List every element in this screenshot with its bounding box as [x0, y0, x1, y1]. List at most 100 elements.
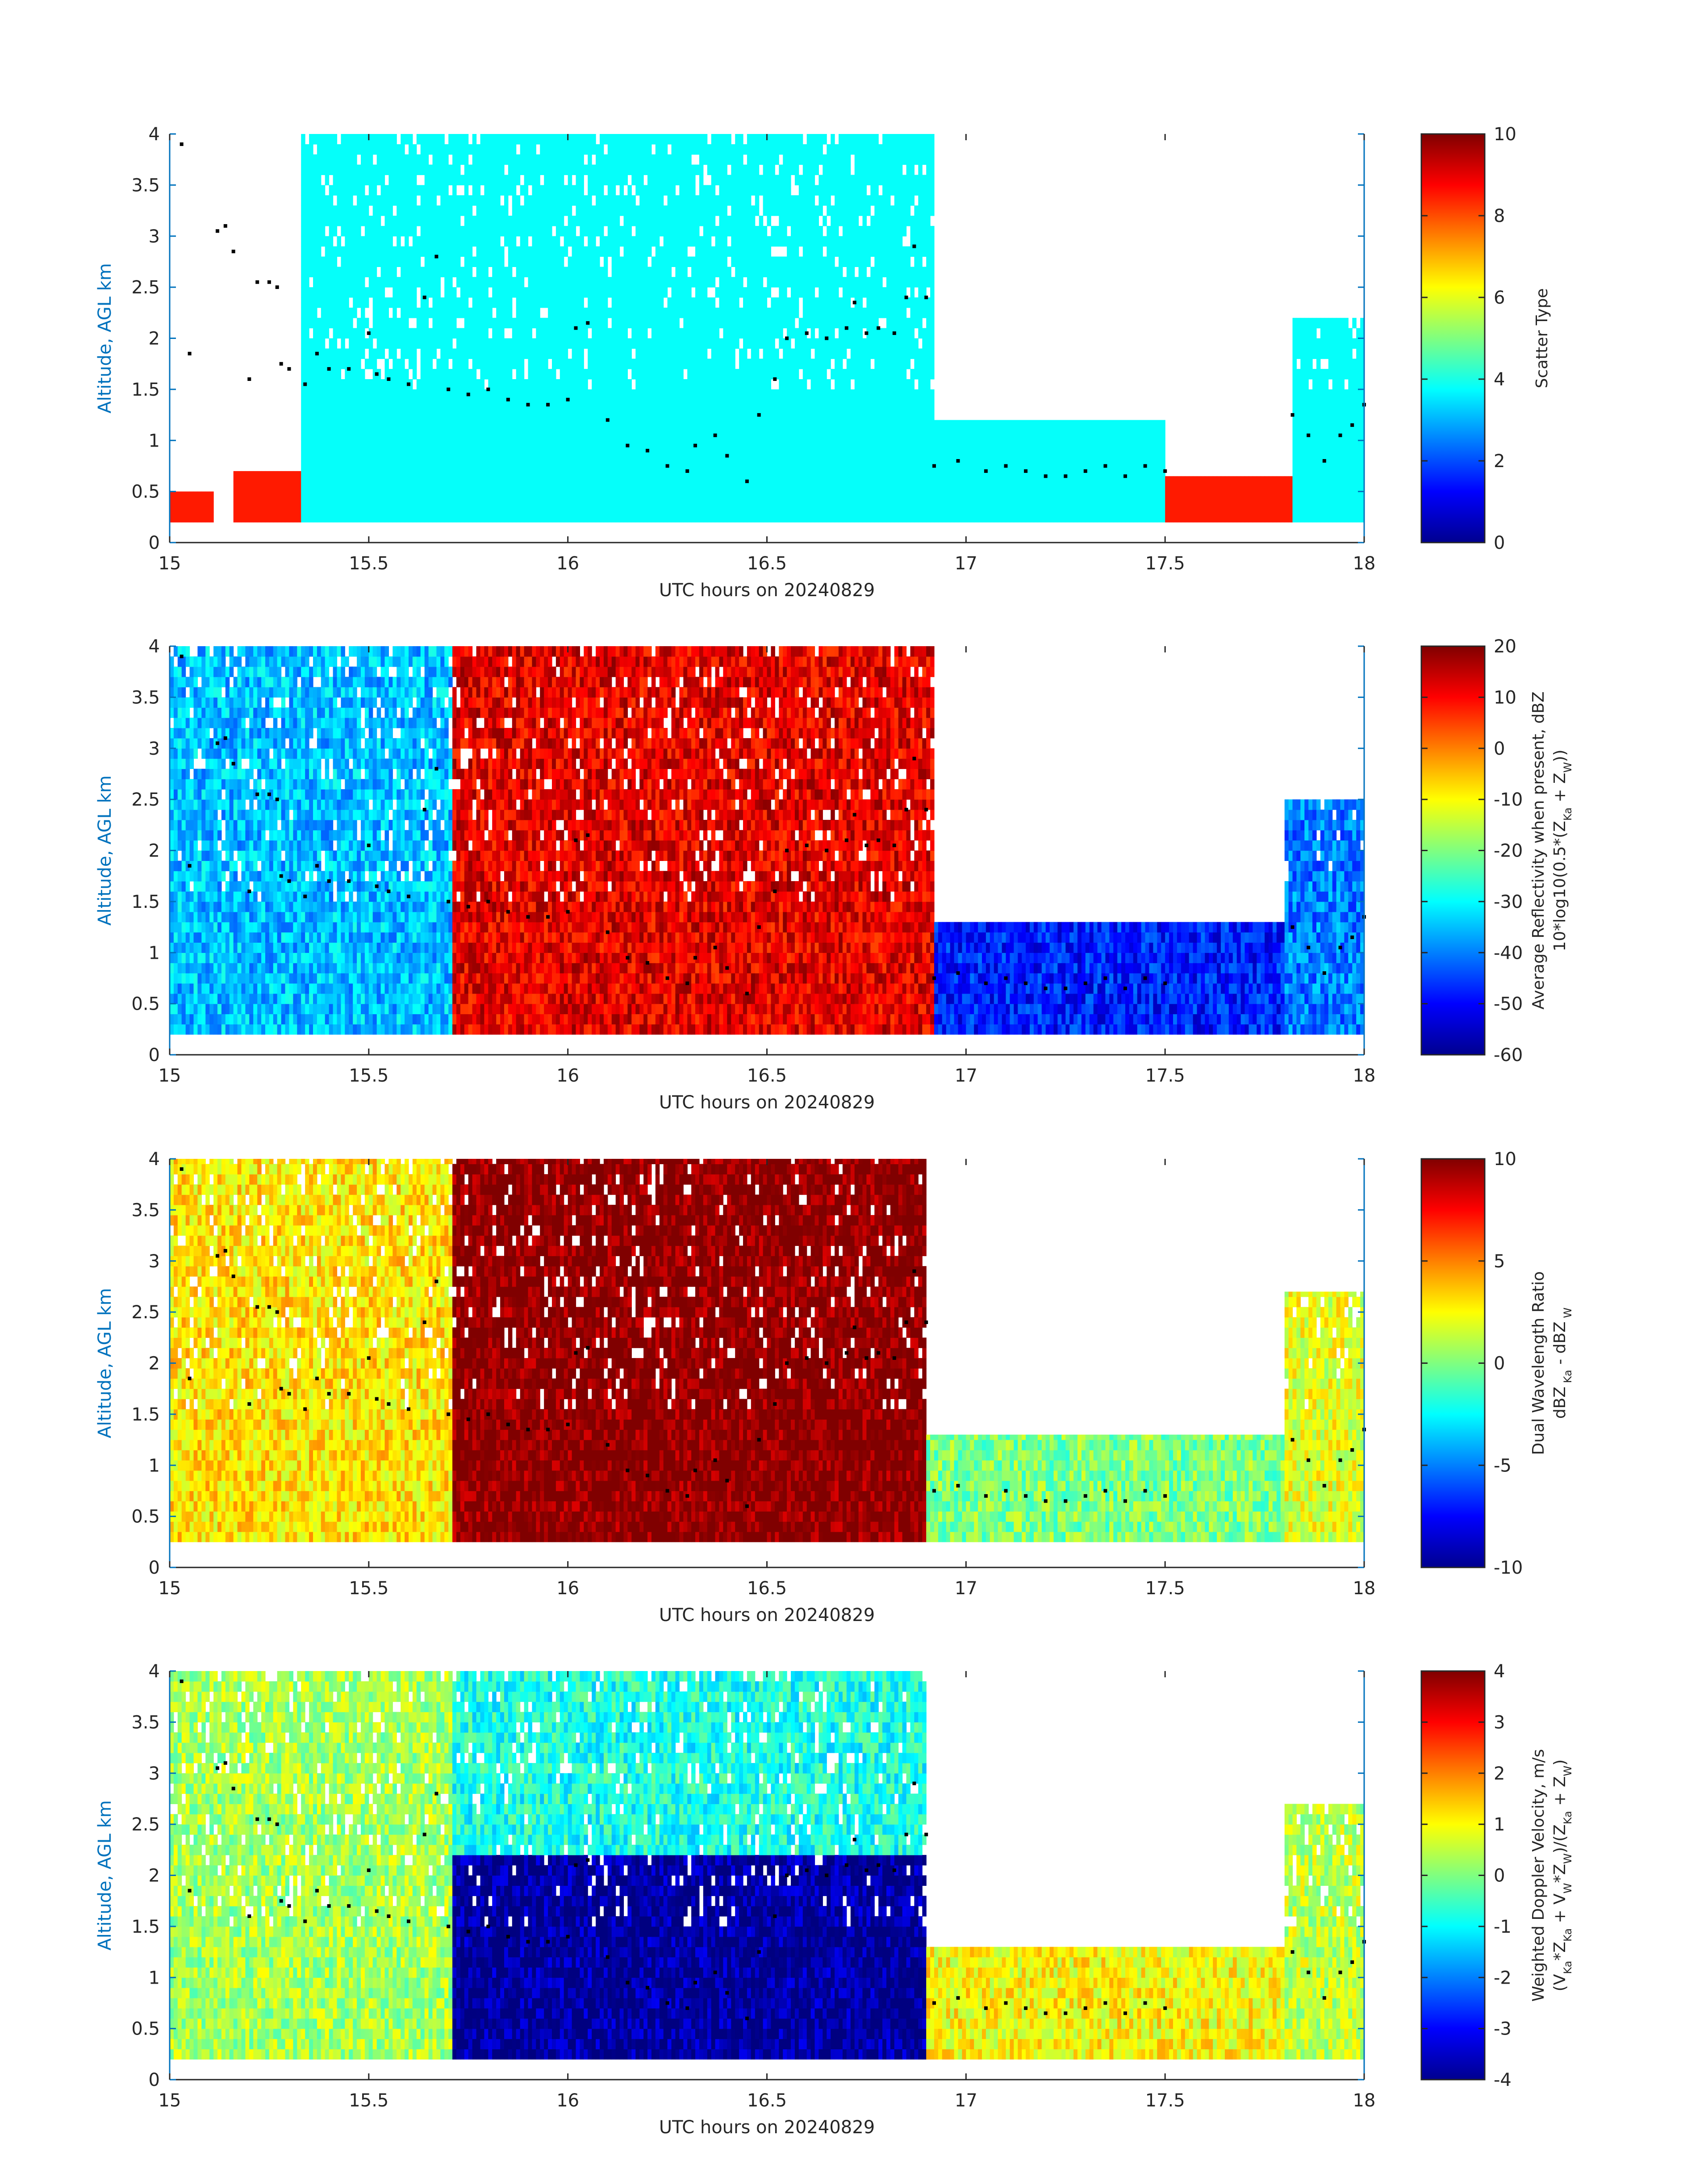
- heatmap-cell: [516, 461, 521, 472]
- heatmap-cell: [839, 216, 843, 226]
- heatmap-cell: [464, 256, 469, 267]
- heatmap-cell: [727, 277, 731, 288]
- heatmap-cell: [635, 154, 640, 165]
- heatmap-cell: [552, 154, 556, 165]
- heatmap-cell: [504, 287, 509, 298]
- heatmap-cell: [835, 318, 839, 329]
- heatmap-cell: [835, 175, 839, 185]
- heatmap-cell: [508, 287, 513, 298]
- heatmap-cell: [576, 205, 580, 216]
- heatmap-cell: [739, 185, 743, 196]
- heatmap-cell: [600, 481, 604, 492]
- heatmap-cell: [739, 175, 743, 185]
- heatmap-cell: [524, 226, 529, 237]
- heatmap-cell: [540, 491, 544, 502]
- heatmap-cell: [341, 154, 345, 165]
- heatmap-cell: [544, 164, 548, 175]
- heatmap-cell: [607, 185, 612, 196]
- heatmap-cell: [631, 359, 636, 369]
- heatmap-cell: [209, 512, 214, 522]
- heatmap-cell: [440, 501, 445, 512]
- heatmap-cell: [548, 226, 552, 237]
- heatmap-cell: [456, 471, 461, 482]
- heatmap-cell: [393, 348, 397, 359]
- heatmap-cell: [372, 328, 377, 339]
- heatmap-cell: [520, 348, 525, 359]
- heatmap-cell: [580, 185, 584, 196]
- heatmap-cell: [361, 236, 365, 247]
- heatmap-cell: [317, 451, 322, 461]
- heatmap-cell: [364, 236, 369, 247]
- heatmap-cell: [806, 348, 811, 359]
- heatmap-cell: [548, 164, 552, 175]
- heatmap-cell: [783, 195, 787, 206]
- heatmap-cell: [416, 471, 421, 482]
- heatmap-cell: [341, 307, 345, 318]
- heatmap-cell: [643, 512, 648, 522]
- heatmap-cell: [544, 338, 548, 349]
- heatmap-cell: [588, 287, 592, 298]
- heatmap-cell: [388, 420, 393, 430]
- heatmap-cell: [401, 359, 405, 369]
- heatmap-cell: [432, 246, 437, 257]
- heatmap-cell: [305, 175, 309, 185]
- heatmap-cell: [588, 185, 592, 196]
- heatmap-cell: [341, 297, 345, 308]
- heatmap-cell: [500, 185, 505, 196]
- heatmap-cell: [393, 307, 397, 318]
- heatmap-cell: [655, 216, 660, 226]
- heatmap-cell: [368, 246, 373, 257]
- heatmap-cell: [651, 359, 656, 369]
- heatmap-cell: [802, 379, 807, 390]
- heatmap-cell: [496, 501, 501, 512]
- heatmap-cell: [480, 205, 484, 216]
- heatmap-cell: [500, 348, 505, 359]
- heatmap-cell: [588, 256, 592, 267]
- heatmap-cell: [560, 440, 564, 451]
- heatmap-cell: [269, 471, 274, 482]
- heatmap-cell: [337, 359, 341, 369]
- heatmap-cell: [337, 307, 341, 318]
- heatmap-cell: [452, 246, 457, 257]
- heatmap-cell: [615, 420, 620, 430]
- heatmap-cell: [659, 481, 664, 492]
- heatmap-cell: [755, 175, 760, 185]
- heatmap-cell: [814, 226, 819, 237]
- heatmap-cell: [735, 451, 739, 461]
- heatmap-cell: [727, 144, 731, 155]
- heatmap-cell: [548, 481, 552, 492]
- heatmap-cell: [735, 328, 739, 339]
- heatmap-cell: [476, 307, 481, 318]
- heatmap-cell: [552, 307, 556, 318]
- heatmap-cell: [715, 512, 720, 522]
- heatmap-cell: [743, 461, 748, 472]
- heatmap-cell: [544, 512, 548, 522]
- heatmap-cell: [814, 399, 819, 410]
- heatmap-cell: [823, 297, 827, 308]
- heatmap-cell: [341, 287, 345, 298]
- heatmap-cell: [647, 216, 652, 226]
- heatmap-cell: [631, 236, 636, 247]
- heatmap-cell: [787, 481, 791, 492]
- heatmap-cell: [723, 185, 727, 196]
- heatmap-cell: [798, 430, 803, 441]
- heatmap-cell: [802, 409, 807, 421]
- heatmap-cell: [715, 491, 720, 502]
- heatmap-cell: [357, 175, 361, 185]
- heatmap-cell: [444, 389, 449, 400]
- heatmap-cell: [405, 318, 409, 329]
- heatmap-cell: [405, 307, 409, 318]
- heatmap-cell: [631, 277, 636, 288]
- heatmap-cell: [823, 328, 827, 339]
- heatmap-cell: [484, 389, 489, 400]
- heatmap-cell: [779, 307, 783, 318]
- heatmap-cell: [687, 399, 692, 410]
- heatmap-cell: [309, 256, 313, 267]
- heatmap-cell: [333, 134, 338, 145]
- heatmap-cell: [592, 399, 596, 410]
- heatmap-cell: [802, 144, 807, 155]
- heatmap-cell: [663, 226, 668, 237]
- heatmap-cell: [603, 175, 608, 185]
- heatmap-cell: [651, 430, 656, 441]
- heatmap-cell: [787, 175, 791, 185]
